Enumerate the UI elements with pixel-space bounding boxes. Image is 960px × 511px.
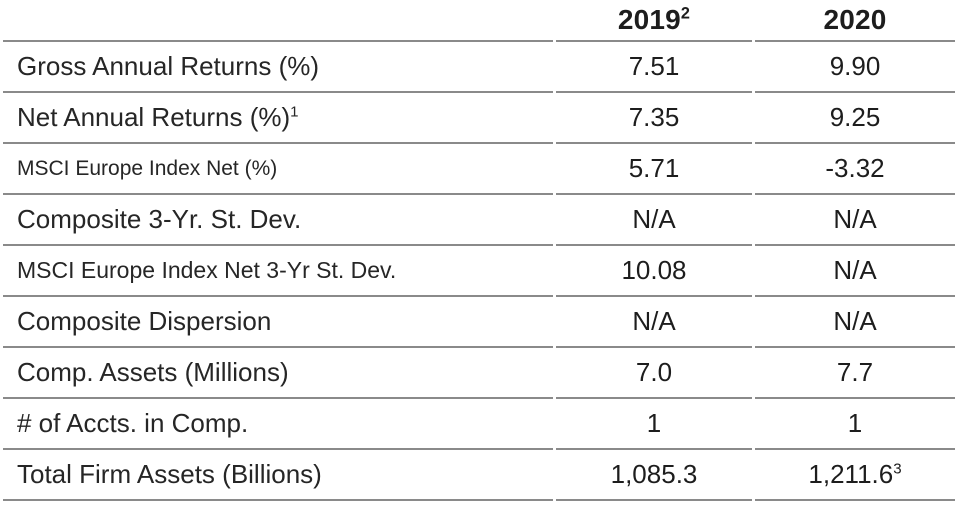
- cell-value-2019: 1: [556, 399, 752, 450]
- cell-value-text: 10.08: [621, 255, 687, 285]
- cell-value-2020: 9.90: [755, 42, 955, 93]
- table-row-net-annual-returns: Net Annual Returns (%)1 7.35 9.25: [3, 93, 955, 144]
- row-label-text: Comp. Assets (Millions): [17, 357, 289, 387]
- cell-value-text: 7.35: [628, 102, 680, 132]
- cell-value-2019: N/A: [556, 195, 752, 246]
- row-label-text: Net Annual Returns (%): [17, 102, 291, 132]
- row-label: Net Annual Returns (%)1: [3, 93, 553, 144]
- row-label-text: Gross Annual Returns (%): [17, 51, 320, 81]
- header-row: 20192 2020: [3, 0, 955, 42]
- column-header-2019: 20192: [556, 0, 752, 42]
- row-label: MSCI Europe Index Net 3-Yr St. Dev.: [3, 246, 553, 297]
- table-row-num-accts: # of Accts. in Comp. 1 1: [3, 399, 955, 450]
- cell-value-2019: 7.51: [556, 42, 752, 93]
- cell-value-2020: 1: [755, 399, 955, 450]
- table-row-composite-3yr-st-dev: Composite 3-Yr. St. Dev. N/A N/A: [3, 195, 955, 246]
- column-header-2020-text: 2020: [823, 4, 887, 35]
- cell-value-2019: 7.0: [556, 348, 752, 399]
- cell-value-text: -3.32: [825, 153, 885, 183]
- cell-value-2020: 9.25: [755, 93, 955, 144]
- footnote-marker: 1: [290, 103, 299, 121]
- row-label: Composite 3-Yr. St. Dev.: [3, 195, 553, 246]
- row-label: Gross Annual Returns (%): [3, 42, 553, 93]
- row-label: Total Firm Assets (Billions): [3, 450, 553, 501]
- cell-value-text: 1: [646, 408, 662, 438]
- cell-value-text: 7.7: [836, 357, 874, 387]
- cell-value-text: 1,211.6: [808, 459, 894, 489]
- cell-value-2020: N/A: [755, 195, 955, 246]
- table-row-gross-annual-returns: Gross Annual Returns (%) 7.51 9.90: [3, 42, 955, 93]
- cell-value-text: 1,085.3: [610, 459, 698, 489]
- table-row-comp-assets: Comp. Assets (Millions) 7.0 7.7: [3, 348, 955, 399]
- cell-value-text: N/A: [833, 255, 877, 285]
- cell-value-text: 1: [847, 408, 863, 438]
- row-label-text: Total Firm Assets (Billions): [17, 459, 322, 489]
- column-header-2020: 2020: [755, 0, 955, 42]
- cell-value-text: N/A: [833, 204, 877, 234]
- row-label-text: Composite Dispersion: [17, 306, 272, 336]
- footnote-marker: 3: [893, 460, 902, 478]
- row-label: Comp. Assets (Millions): [3, 348, 553, 399]
- cell-value-2019: 5.71: [556, 144, 752, 195]
- cell-value-text: 9.90: [829, 51, 881, 81]
- row-label: # of Accts. in Comp.: [3, 399, 553, 450]
- cell-value-text: 7.51: [628, 51, 680, 81]
- table-body: Gross Annual Returns (%) 7.51 9.90 Net A…: [3, 42, 955, 501]
- performance-table: 20192 2020 Gross Annual Returns (%) 7.51…: [3, 0, 955, 501]
- table-row-total-firm-assets: Total Firm Assets (Billions) 1,085.3 1,2…: [3, 450, 955, 501]
- header-empty-cell: [3, 0, 553, 42]
- cell-value-2019: 1,085.3: [556, 450, 752, 501]
- cell-value-text: N/A: [632, 306, 676, 336]
- table-header: 20192 2020: [3, 0, 955, 42]
- cell-value-text: 5.71: [628, 153, 680, 183]
- cell-value-2020: N/A: [755, 246, 955, 297]
- table-row-msci-europe-3yr-st-dev: MSCI Europe Index Net 3-Yr St. Dev. 10.0…: [3, 246, 955, 297]
- cell-value-text: 9.25: [829, 102, 881, 132]
- cell-value-2020: -3.32: [755, 144, 955, 195]
- cell-value-2019: 10.08: [556, 246, 752, 297]
- row-label-text: MSCI Europe Index Net 3-Yr St. Dev.: [17, 257, 397, 283]
- cell-value-text: 7.0: [635, 357, 673, 387]
- row-label-text: Composite 3-Yr. St. Dev.: [17, 204, 302, 234]
- row-label: MSCI Europe Index Net (%): [3, 144, 553, 195]
- cell-value-2020: 7.7: [755, 348, 955, 399]
- column-header-2019-text: 2019: [617, 4, 681, 35]
- cell-value-2020: N/A: [755, 297, 955, 348]
- row-label-text: MSCI Europe Index Net (%): [17, 156, 278, 180]
- cell-value-2019: 7.35: [556, 93, 752, 144]
- footnote-marker: 2: [680, 4, 691, 23]
- row-label-text: # of Accts. in Comp.: [17, 408, 249, 438]
- row-label: Composite Dispersion: [3, 297, 553, 348]
- cell-value-2020: 1,211.63: [755, 450, 955, 501]
- cell-value-2019: N/A: [556, 297, 752, 348]
- cell-value-text: N/A: [632, 204, 676, 234]
- table-row-msci-europe-index-net: MSCI Europe Index Net (%) 5.71 -3.32: [3, 144, 955, 195]
- table-row-composite-dispersion: Composite Dispersion N/A N/A: [3, 297, 955, 348]
- cell-value-text: N/A: [833, 306, 877, 336]
